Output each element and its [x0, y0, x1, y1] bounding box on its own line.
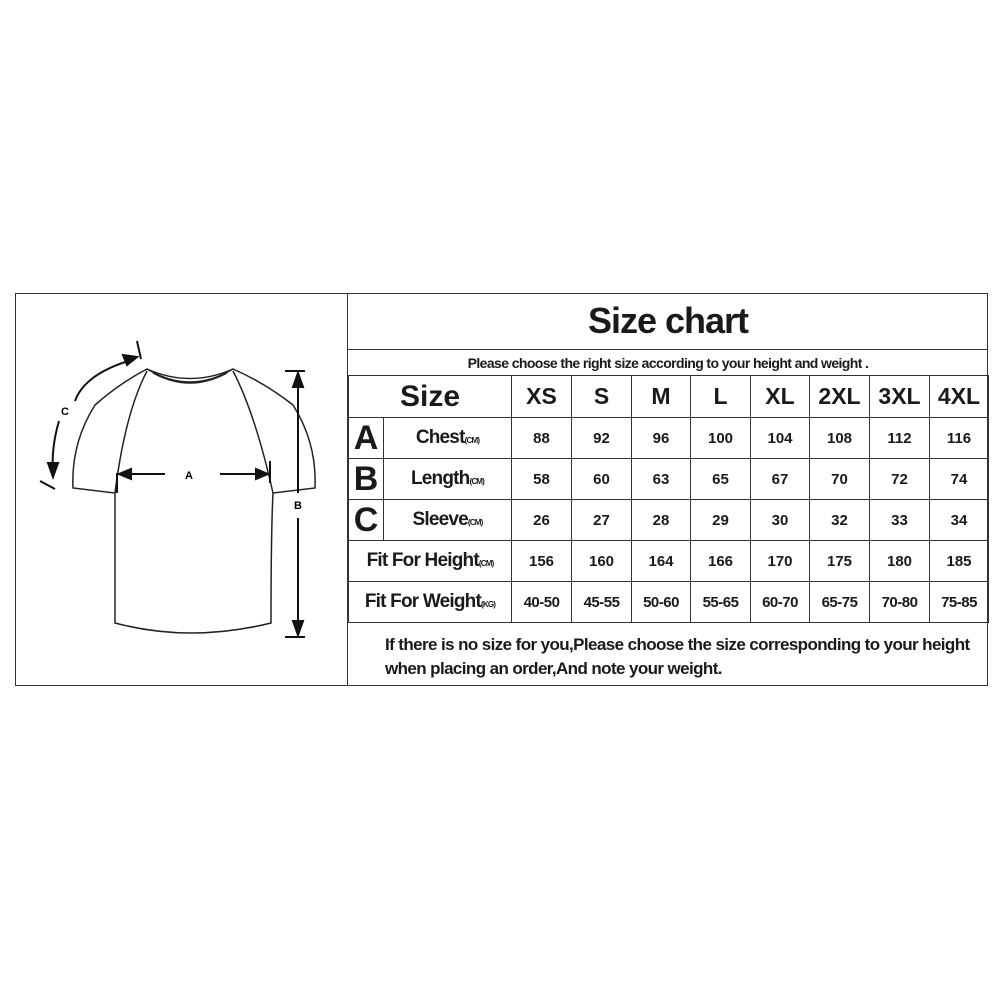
- value-cell: 60: [571, 458, 632, 500]
- value-cell: 108: [809, 417, 870, 459]
- value-cell: 175: [809, 540, 870, 582]
- size-xs: XS: [511, 375, 572, 418]
- measure-letter: B: [348, 458, 384, 500]
- value-cell: 164: [631, 540, 691, 582]
- unit-text: (KG): [481, 600, 496, 609]
- table-row: Fit For Weight(KG) 40-50 45-55 50-60 55-65 60…: [348, 581, 989, 623]
- value-cell: 74: [929, 458, 989, 500]
- value-cell: 45-55: [571, 581, 632, 623]
- size-3xl: 3XL: [869, 375, 930, 418]
- value-cell: 60-70: [750, 581, 810, 623]
- measure-letter: A: [348, 417, 384, 459]
- value-cell: 116: [929, 417, 989, 459]
- value-cell: 30: [750, 499, 810, 541]
- label-text: Sleeve: [412, 509, 469, 530]
- size-4xl: 4XL: [929, 375, 989, 418]
- value-cell: 50-60: [631, 581, 691, 623]
- size-l: L: [690, 375, 751, 418]
- tshirt-outline-icon: A B C: [39, 340, 316, 638]
- unit-text: (CM): [464, 436, 480, 445]
- chart-subtitle: Please choose the right size according t…: [467, 354, 869, 371]
- value-cell: 88: [511, 417, 572, 459]
- value-cell: 32: [809, 499, 870, 541]
- value-cell: 104: [750, 417, 810, 459]
- unit-text: (CM): [478, 559, 494, 568]
- value-cell: 92: [571, 417, 632, 459]
- size-xl: XL: [750, 375, 810, 418]
- measure-label: Chest(CM): [383, 417, 512, 459]
- label-text: Fit For Weight: [364, 591, 482, 612]
- value-cell: 67: [750, 458, 810, 500]
- value-cell: 28: [631, 499, 691, 541]
- table-row: B Length(CM) 58 60 63 65 67 70 72 74: [348, 458, 989, 500]
- size-header: Size: [348, 375, 512, 418]
- value-cell: 70: [809, 458, 870, 500]
- table-row: A Chest(CM) 88 92 96 100 104 108 112 116: [348, 417, 989, 459]
- unit-text: (CM): [469, 477, 485, 486]
- value-cell: 156: [511, 540, 572, 582]
- chart-title: Size chart: [348, 293, 988, 350]
- size-s: S: [571, 375, 632, 418]
- value-cell: 65: [690, 458, 751, 500]
- table-row: C Sleeve(CM) 26 27 28 29 30 32 33 34: [348, 499, 989, 541]
- measure-label: Fit For Weight(KG): [348, 581, 512, 623]
- value-cell: 170: [750, 540, 810, 582]
- value-cell: 33: [869, 499, 930, 541]
- value-cell: 26: [511, 499, 572, 541]
- value-cell: 96: [631, 417, 691, 459]
- value-cell: 65-75: [809, 581, 870, 623]
- label-text: Fit For Height: [366, 550, 480, 571]
- tshirt-diagram: A B C: [15, 293, 348, 686]
- table-row: Fit For Height(CM) 156 160 164 166 170 175 180 1…: [348, 540, 989, 582]
- size-m: M: [631, 375, 691, 418]
- value-cell: 166: [690, 540, 751, 582]
- size-note: If there is no size for you,Please choos…: [385, 635, 970, 678]
- measure-label: Sleeve(CM): [383, 499, 512, 541]
- value-cell: 100: [690, 417, 751, 459]
- value-cell: 72: [869, 458, 930, 500]
- size-table: Size XS S M L XL 2XL 3XL 4XL A Chest(CM) 8…: [348, 375, 989, 623]
- label-b: B: [294, 500, 302, 512]
- value-cell: 40-50: [511, 581, 572, 623]
- value-cell: 185: [929, 540, 989, 582]
- value-cell: 58: [511, 458, 572, 500]
- value-cell: 63: [631, 458, 691, 500]
- measure-label: Length(CM): [383, 458, 512, 500]
- measure-label: Fit For Height(CM): [348, 540, 512, 582]
- label-text: Chest: [415, 427, 466, 448]
- value-cell: 29: [690, 499, 751, 541]
- label-a: A: [185, 470, 193, 482]
- label-text: Length: [410, 468, 470, 489]
- label-c: C: [61, 406, 69, 418]
- unit-text: (CM): [467, 518, 483, 527]
- value-cell: 160: [571, 540, 632, 582]
- value-cell: 34: [929, 499, 989, 541]
- measure-letter: C: [348, 499, 384, 541]
- value-cell: 180: [869, 540, 930, 582]
- value-cell: 112: [869, 417, 930, 459]
- value-cell: 70-80: [869, 581, 930, 623]
- value-cell: 75-85: [929, 581, 989, 623]
- size-2xl: 2XL: [809, 375, 870, 418]
- header-row: Size XS S M L XL 2XL 3XL 4XL: [348, 375, 989, 418]
- value-cell: 55-65: [690, 581, 751, 623]
- value-cell: 27: [571, 499, 632, 541]
